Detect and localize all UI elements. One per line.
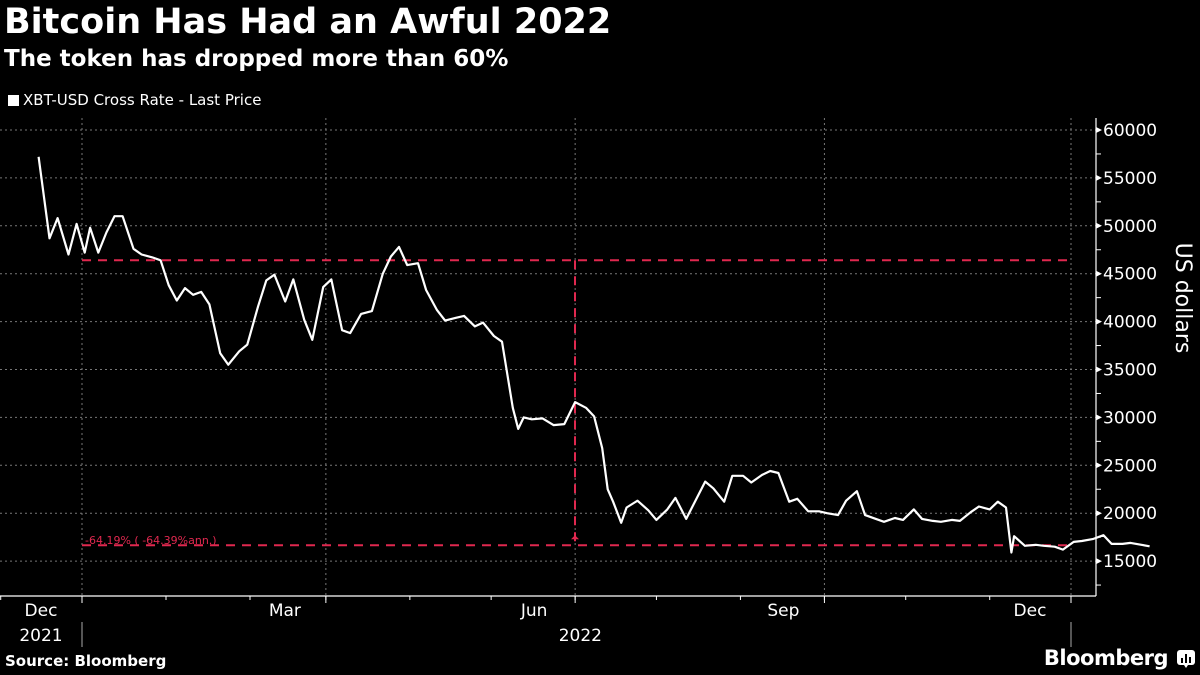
y-tick-marker bbox=[1096, 318, 1102, 325]
x-year-label: 2022 bbox=[559, 626, 602, 646]
bloomberg-chart-icon bbox=[1177, 650, 1195, 668]
y-tick-marker bbox=[1096, 174, 1102, 181]
chart-title: Bitcoin Has Had an Awful 2022 bbox=[4, 2, 612, 42]
y-tick-marker bbox=[1096, 510, 1102, 517]
y-tick-label: 25000 bbox=[1103, 456, 1157, 476]
source-note: Source: Bloomberg bbox=[5, 652, 167, 670]
change-annotation-label: -64.19% ( -64.39%ann.) bbox=[85, 534, 217, 547]
x-year-label: 2021 bbox=[19, 626, 62, 646]
y-tick-marker bbox=[1096, 270, 1102, 277]
y-tick-label: 45000 bbox=[1103, 265, 1157, 285]
axes: 15000 20000 25000 30000 35000 40000 45000 50000… bbox=[0, 118, 1157, 647]
x-tick-label: Dec bbox=[1014, 601, 1047, 621]
y-tick-label: 15000 bbox=[1103, 552, 1157, 572]
x-tick-label: Sep bbox=[767, 601, 799, 621]
y-tick-label: 30000 bbox=[1103, 408, 1157, 428]
legend-swatch bbox=[8, 94, 19, 106]
price-line bbox=[37, 156, 1150, 554]
y-axis-title: US dollars bbox=[1170, 243, 1195, 354]
legend: XBT-USD Cross Rate - Last Price bbox=[8, 91, 261, 109]
legend-label: XBT-USD Cross Rate - Last Price bbox=[23, 91, 262, 109]
y-tick-label: 40000 bbox=[1103, 313, 1157, 333]
y-tick-label: 35000 bbox=[1103, 361, 1157, 381]
x-tick-label: Jun bbox=[520, 601, 548, 621]
y-tick-marker bbox=[1096, 558, 1102, 565]
annotation-lines bbox=[82, 259, 1071, 547]
x-tick-label: Dec bbox=[25, 601, 58, 621]
brand-logo-text: Bloomberg bbox=[1043, 646, 1169, 670]
chart-subtitle: The token has dropped more than 60% bbox=[4, 46, 509, 72]
y-tick-label: 20000 bbox=[1103, 504, 1157, 524]
y-tick-label: 55000 bbox=[1103, 169, 1157, 189]
y-tick-label: 50000 bbox=[1103, 217, 1157, 237]
y-tick-marker bbox=[1096, 366, 1102, 373]
y-tick-marker bbox=[1096, 222, 1102, 229]
y-tick-marker bbox=[1096, 414, 1102, 421]
y-tick-marker bbox=[1096, 127, 1102, 133]
y-tick-marker bbox=[1096, 462, 1102, 469]
y-tick-label: 60000 bbox=[1103, 121, 1157, 141]
gridlines bbox=[0, 118, 1096, 596]
x-tick-label: Mar bbox=[269, 601, 301, 621]
